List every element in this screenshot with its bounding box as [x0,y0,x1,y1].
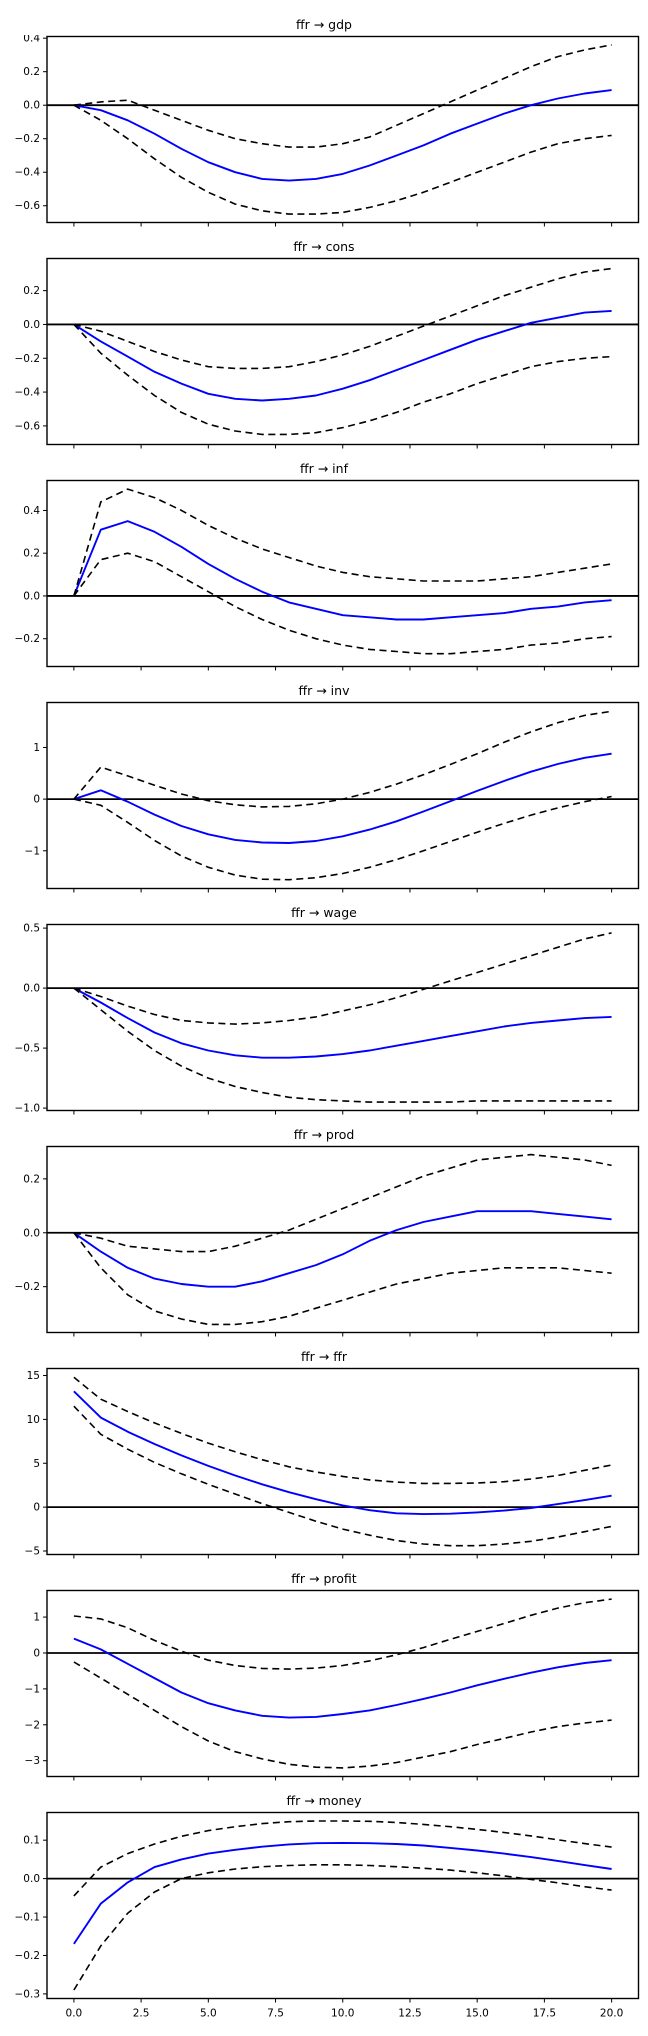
chart-plot-ffr-money: 0.1 0.0 −0.1 −0.2 −0.3 0.0 2.5 5.0 7.5 10.0 12.5 15… [15,1811,640,2020]
chart-title-ffr-cons: ffr → cons [293,239,355,254]
svg-text:0.0: 0.0 [23,1873,40,1885]
chart-title-ffr-gdp: ffr → gdp [296,17,352,32]
chart-panel-ffr-prod: ffr → prod 0.2 0.0 −0.2 [0,1116,648,1338]
svg-text:−0.6: −0.6 [15,200,41,212]
svg-text:−1.0: −1.0 [15,1103,41,1115]
svg-text:5.0: 5.0 [200,2008,217,2020]
svg-text:0.2: 0.2 [23,285,40,297]
svg-text:−0.2: −0.2 [15,1281,41,1293]
svg-text:10.0: 10.0 [331,2008,354,2020]
chart-title-ffr-ffr: ffr → ffr [301,1349,347,1364]
svg-text:2.5: 2.5 [133,2008,150,2020]
svg-text:1: 1 [33,742,40,754]
svg-text:0: 0 [33,1502,40,1514]
svg-text:15.0: 15.0 [465,2008,488,2020]
chart-title-ffr-money: ffr → money [286,1793,362,1808]
svg-text:0.0: 0.0 [23,983,40,995]
chart-panel-ffr-cons: ffr → cons 0.2 0.0 −0.2 −0.4 −0.6 [0,228,648,450]
svg-text:−0.2: −0.2 [15,133,41,145]
svg-text:0.1: 0.1 [23,1835,40,1847]
svg-text:−0.3: −0.3 [15,1988,41,2000]
chart-plot-ffr-cons: 0.2 0.0 −0.2 −0.4 −0.6 [15,257,640,449]
chart-title-ffr-inv: ffr → inv [298,683,350,698]
svg-text:−3: −3 [25,1755,40,1767]
svg-text:15: 15 [27,1370,40,1382]
chart-panel-ffr-inv: ffr → inv 1 0 −1 [0,672,648,894]
svg-text:−0.2: −0.2 [15,353,41,365]
svg-text:0.5: 0.5 [23,923,40,935]
svg-text:0.0: 0.0 [23,1227,40,1239]
svg-text:0.0: 0.0 [23,590,40,602]
svg-text:20.0: 20.0 [600,2008,623,2020]
svg-text:−0.5: −0.5 [15,1043,41,1055]
chart-title-ffr-inf: ffr → inf [300,461,348,476]
svg-text:0.2: 0.2 [23,1173,40,1185]
chart-plot-ffr-inf: 0.4 0.2 0.0 −0.2 [15,479,640,671]
chart-panel-ffr-ffr: ffr → ffr 15 10 5 0 −5 [0,1338,648,1560]
svg-text:5: 5 [33,1458,40,1470]
chart-panel-ffr-wage: ffr → wage 0.5 0.0 −0.5 −1.0 [0,894,648,1116]
svg-text:7.5: 7.5 [267,2008,284,2020]
chart-title-ffr-wage: ffr → wage [291,905,357,920]
svg-text:0.0: 0.0 [23,100,40,112]
svg-text:12.5: 12.5 [398,2008,421,2020]
chart-title-ffr-prod: ffr → prod [293,1127,355,1142]
svg-text:−0.2: −0.2 [15,633,41,645]
chart-panel-ffr-inf: ffr → inf 0.4 0.2 0.0 −0.2 [0,450,648,672]
svg-text:−0.4: −0.4 [15,387,41,399]
chart-plot-ffr-profit: 1 0 −1 −2 −3 [25,1589,640,1781]
chart-panel-ffr-money: ffr → money 0.1 0.0 −0.1 −0.2 −0.3 0.0 2.5 5.0 7… [0,1782,648,2030]
svg-text:0: 0 [33,794,40,806]
svg-text:0.4: 0.4 [23,505,40,517]
chart-plot-ffr-prod: 0.2 0.0 −0.2 [15,1145,640,1337]
svg-text:−2: −2 [25,1719,40,1731]
svg-text:17.5: 17.5 [533,2008,556,2020]
chart-plot-ffr-inv: 1 0 −1 [25,701,640,893]
svg-text:0.0: 0.0 [66,2008,83,2020]
chart-panel-ffr-profit: ffr → profit 1 0 −1 −2 −3 [0,1560,648,1782]
chart-plot-ffr-gdp: 0.4 0.2 0.0 −0.2 −0.4 −0.6 [15,35,640,227]
svg-text:−0.6: −0.6 [15,420,41,432]
svg-text:1: 1 [33,1612,40,1624]
svg-text:0: 0 [33,1647,40,1659]
svg-text:10: 10 [27,1414,40,1426]
svg-text:−1: −1 [25,1683,40,1695]
svg-text:0.2: 0.2 [23,548,40,560]
chart-title-ffr-profit: ffr → profit [291,1571,357,1586]
svg-text:−5: −5 [25,1545,40,1557]
svg-text:−1: −1 [25,845,40,857]
chart-panel-ffr-gdp: ffr → gdp 0.4 0.2 0.0 −0.2 −0.4 −0.6 [0,6,648,228]
chart-plot-ffr-ffr: 15 10 5 0 −5 [25,1367,640,1559]
svg-text:0.2: 0.2 [23,66,40,78]
svg-text:−0.1: −0.1 [15,1912,41,1924]
chart-plot-ffr-wage: 0.5 0.0 −0.5 −1.0 [15,923,640,1115]
svg-text:0.4: 0.4 [23,35,40,45]
svg-text:−0.2: −0.2 [15,1950,41,1962]
svg-text:0.0: 0.0 [23,319,40,331]
svg-text:−0.4: −0.4 [15,167,41,179]
